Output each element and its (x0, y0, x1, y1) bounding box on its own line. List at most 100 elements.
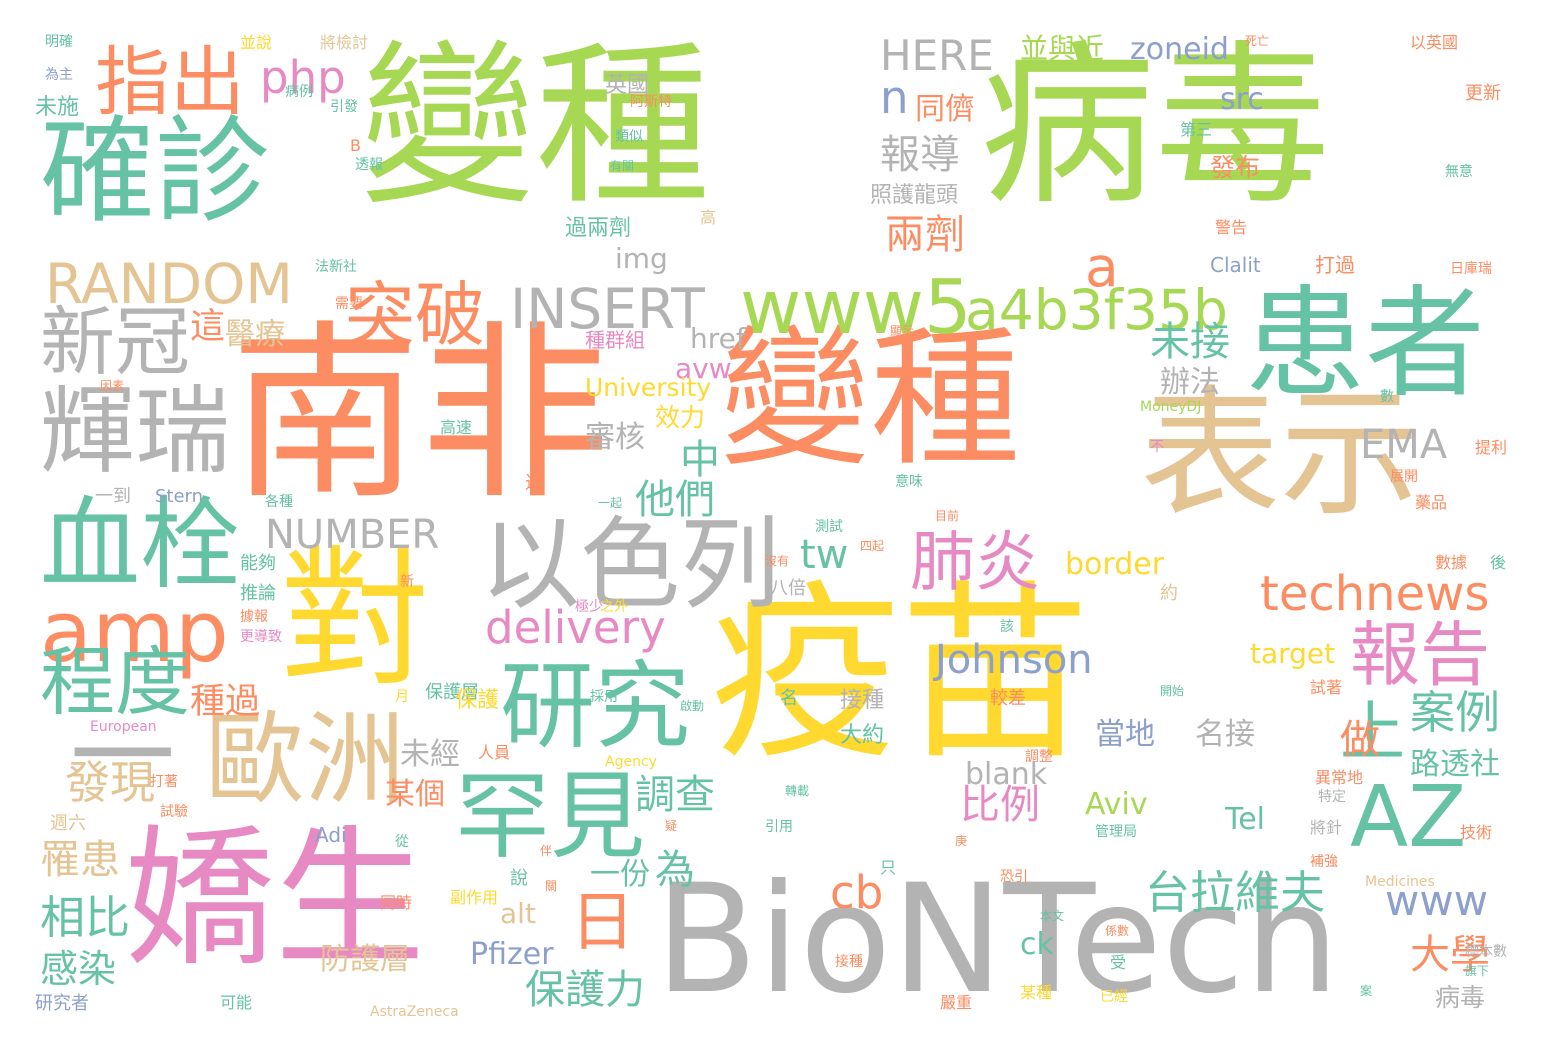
cloud-word: 本文 (1040, 909, 1065, 923)
cloud-word: 標本數 (1465, 944, 1507, 960)
cloud-word: 疫苗 (710, 564, 1091, 785)
cloud-word: 報告 (1350, 614, 1490, 696)
cloud-word: amp (40, 583, 229, 682)
cloud-word: RANDOM (45, 252, 293, 316)
cloud-word: 可能 (220, 993, 253, 1012)
cloud-word: 發現 (65, 756, 156, 809)
cloud-word: 開始 (1160, 684, 1185, 698)
cloud-word: 從 (395, 834, 409, 850)
cloud-word: 大約 (840, 723, 885, 748)
cloud-word: 受 (1110, 953, 1127, 972)
cloud-word: 新冠 (40, 298, 191, 386)
cloud-word: 保護力 (525, 967, 645, 1013)
cloud-word: 月 (395, 689, 409, 705)
cloud-word: Agency (605, 754, 657, 770)
cloud-word: 同時 (380, 893, 413, 912)
cloud-word: Adi (315, 823, 347, 847)
cloud-word: Pfizer (470, 937, 554, 972)
cloud-word: 指出 (95, 38, 246, 126)
cloud-word: zoneid (1130, 32, 1229, 67)
cloud-word: 某種 (1020, 983, 1053, 1002)
cloud-word: 一份 (590, 857, 650, 892)
cloud-word: 疑 (665, 819, 678, 833)
cloud-word: University (585, 373, 712, 402)
cloud-word: 審核 (585, 420, 645, 455)
cloud-word: European (90, 719, 157, 735)
cloud-word: 比例 (960, 782, 1040, 828)
cloud-word: www5 (740, 263, 972, 351)
cloud-word: 測試 (815, 519, 843, 535)
cloud-word: 無意 (1445, 164, 1473, 180)
cloud-word: 保護層 (425, 682, 479, 703)
cloud-word: 異常地 (1315, 768, 1364, 787)
cloud-word: MoneyDJ (1140, 399, 1202, 415)
cloud-word: 更導致 (240, 629, 282, 645)
cloud-word: 上 (1340, 695, 1406, 770)
cloud-word: 四起 (860, 539, 885, 553)
cloud-word: 目前 (935, 509, 960, 523)
cloud-word: 以英國 (1410, 33, 1459, 52)
cloud-word: 透報 (355, 157, 383, 173)
cloud-word: php (260, 51, 346, 104)
cloud-word: 未接 (1150, 319, 1230, 365)
cloud-word: 為 (655, 847, 695, 893)
cloud-word: 將針 (1310, 818, 1343, 837)
cloud-word: 研究者 (35, 993, 89, 1014)
cloud-word: 特定 (1318, 789, 1346, 805)
cloud-word: delivery (485, 601, 666, 654)
cloud-word: 過兩劑 (565, 216, 632, 241)
cloud-word: border (1065, 547, 1165, 582)
cloud-word: 說 (510, 868, 528, 889)
cloud-word: cb (830, 866, 884, 919)
cloud-word: 同儕 (915, 92, 975, 127)
cloud-word: 並與近 (1020, 32, 1105, 65)
cloud-word: HERE (880, 31, 994, 80)
cloud-word: 死亡 (1245, 34, 1270, 48)
cloud-word: 採用 (590, 689, 618, 705)
cloud-word: 補強 (1310, 854, 1338, 870)
cloud-word: 推論 (240, 583, 276, 604)
cloud-word: 已經 (1100, 989, 1128, 1005)
cloud-word: 突破 (345, 274, 485, 356)
cloud-word: 保護 (455, 688, 500, 713)
cloud-word: 醫療 (225, 317, 285, 352)
cloud-word: 管理局 (1095, 824, 1137, 840)
cloud-word: 週六 (50, 813, 86, 834)
cloud-word: 罹患 (40, 837, 120, 883)
cloud-word: 日 (570, 885, 636, 960)
cloud-word: 患者 (1245, 275, 1485, 414)
cloud-word: href (690, 322, 746, 355)
cloud-word: 約 (1160, 583, 1178, 604)
cloud-word: 做 (1340, 717, 1380, 763)
cloud-word: 以色列 (480, 506, 780, 623)
cloud-word: 變種 (720, 313, 1021, 487)
cloud-word: 案 (1360, 984, 1373, 998)
cloud-word: 感染 (40, 947, 117, 991)
cloud-word: 血栓 (40, 486, 240, 603)
cloud-word: technews (1260, 566, 1490, 622)
cloud-word: 防護層 (320, 942, 410, 977)
cloud-word: target (1250, 637, 1336, 670)
cloud-word: 之外 (600, 599, 628, 615)
cloud-word: 罕見 (455, 762, 646, 872)
cloud-word: 不 (1150, 439, 1164, 455)
cloud-word: 沒有 (765, 554, 790, 568)
cloud-word: 肺炎 (910, 525, 1041, 600)
cloud-word: 需要 (335, 296, 363, 312)
cloud-word: 南非 (230, 304, 611, 525)
cloud-word: 能夠 (240, 553, 276, 574)
cloud-word: Clalit (1210, 253, 1261, 277)
cloud-word: avw (675, 352, 732, 385)
cloud-word: 伴 (540, 844, 553, 858)
cloud-word: Stern (155, 486, 204, 507)
cloud-word: 意味 (895, 474, 923, 490)
cloud-word: EMA (1360, 422, 1448, 468)
cloud-word: 將檢討 (320, 33, 369, 52)
cloud-word: 各種 (265, 494, 293, 510)
cloud-word: 一起 (598, 496, 623, 510)
cloud-word: 展開 (1390, 469, 1418, 485)
cloud-word: 有關 (610, 159, 635, 173)
cloud-word: src (1220, 82, 1264, 117)
cloud-word: 大學 (1410, 932, 1490, 978)
